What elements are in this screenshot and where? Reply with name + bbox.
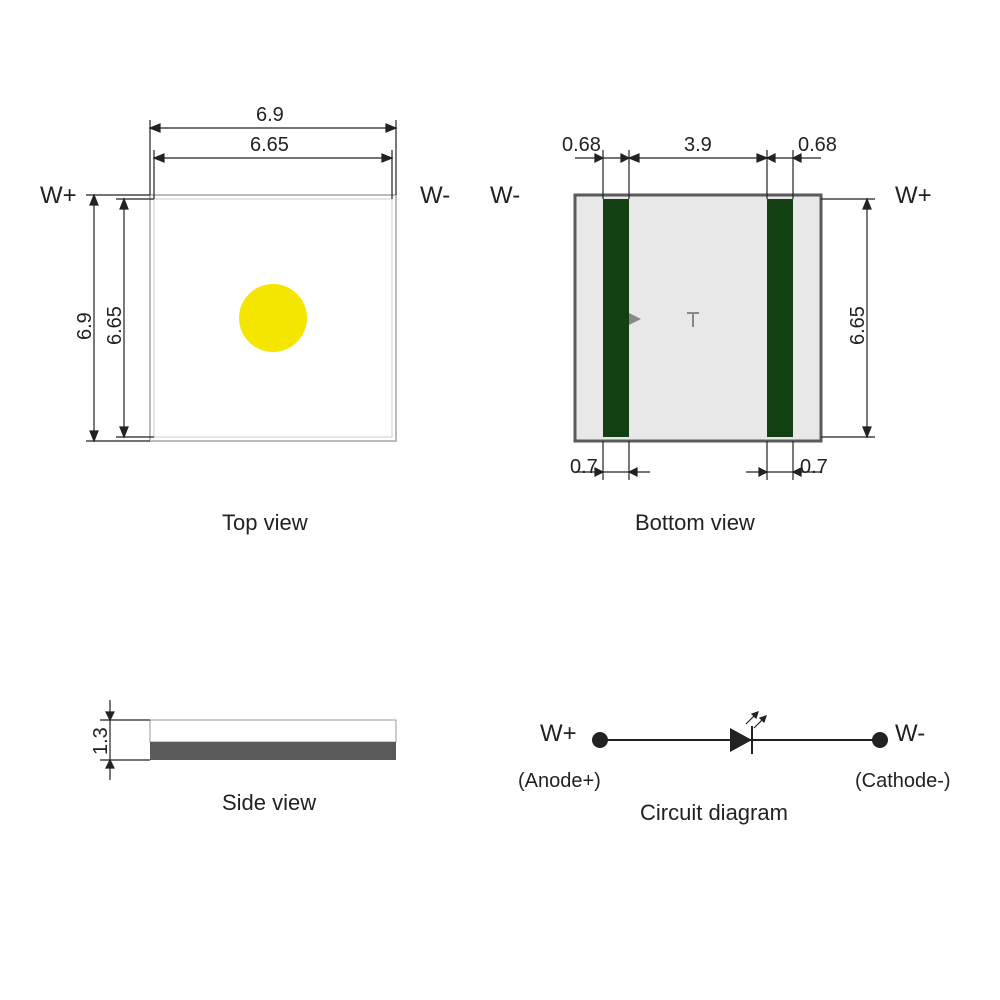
- top-view-diagram: [0, 0, 1000, 1000]
- top-left-polarity: W+: [40, 182, 77, 210]
- bottom-dim-pad1b: 0.7: [570, 456, 598, 479]
- bottom-dim-h: 6.65: [847, 306, 870, 345]
- top-dim-inner-h: 6.65: [104, 306, 127, 345]
- bottom-dim-pad2: 0.68: [798, 134, 837, 157]
- bottom-dim-gap: 3.9: [684, 134, 712, 157]
- bottom-dim-pad2b: 0.7: [800, 456, 828, 479]
- bottom-dim-pad1: 0.68: [562, 134, 601, 157]
- bottom-left-polarity: W-: [490, 182, 520, 210]
- top-dim-outer-h: 6.9: [74, 312, 97, 340]
- side-dim-thickness: 1.3: [90, 727, 113, 755]
- circuit-title: Circuit diagram: [640, 800, 788, 826]
- bottom-right-polarity: W+: [895, 182, 932, 210]
- circuit-cathode-label: W-: [895, 720, 925, 748]
- circuit-cathode-sub: (Cathode-): [855, 770, 951, 793]
- top-dim-inner-w: 6.65: [250, 134, 289, 157]
- circuit-anode-sub: (Anode+): [518, 770, 601, 793]
- top-dim-outer-w: 6.9: [256, 104, 284, 127]
- top-view-title: Top view: [222, 510, 308, 536]
- bottom-view-title: Bottom view: [635, 510, 755, 536]
- side-view-title: Side view: [222, 790, 316, 816]
- circuit-anode-label: W+: [540, 720, 577, 748]
- top-right-polarity: W-: [420, 182, 450, 210]
